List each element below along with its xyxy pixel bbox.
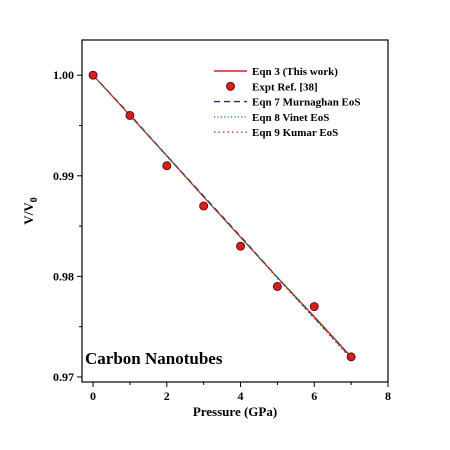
series-group [88,70,356,362]
x-tick-label: 6 [311,389,317,403]
y-tick-label: 0.99 [53,169,74,183]
legend: Eqn 3 (This work) Expt Ref. [38] Eqn 7 Mur… [214,66,361,139]
x-tick-label: 8 [385,389,391,403]
legend-label: Eqn 9 Kumar EoS [252,127,338,139]
data-point [346,352,356,362]
axis-ticks: 0 2 4 6 8 0.97 0.98 0.99 1.00 [53,68,391,403]
data-point [309,302,319,312]
plot-area [81,39,389,383]
x-tick-label: 2 [164,389,170,403]
y-tick-label: 1.00 [53,68,74,82]
y-tick-label: 0.98 [53,269,74,283]
y-tick-label: 0.97 [53,370,74,384]
data-point [162,161,172,171]
legend-label: Expt Ref. [38] [252,81,318,93]
legend-label: Eqn 8 Vinet EoS [252,112,329,124]
x-tick-label: 4 [238,389,244,403]
data-point [88,70,98,80]
data-point [199,201,209,211]
data-point [125,110,135,120]
data-point [236,241,245,251]
y-axis-title: V/V0 [21,197,40,224]
annotation-text: Carbon Nanotubes [85,349,223,368]
legend-marker [226,81,235,91]
legend-label: Eqn 7 Murnaghan EoS [252,97,361,109]
data-point [272,281,282,291]
plot-frame [81,39,389,383]
legend-label: Eqn 3 (This work) [252,66,338,78]
x-axis-title: Pressure (GPa) [193,404,277,419]
x-tick-label: 0 [90,389,96,403]
series-line [92,74,352,359]
y-axis-title-main: V/V [21,202,36,225]
series-line [92,74,352,360]
y-axis-title-subscript: 0 [29,197,40,202]
